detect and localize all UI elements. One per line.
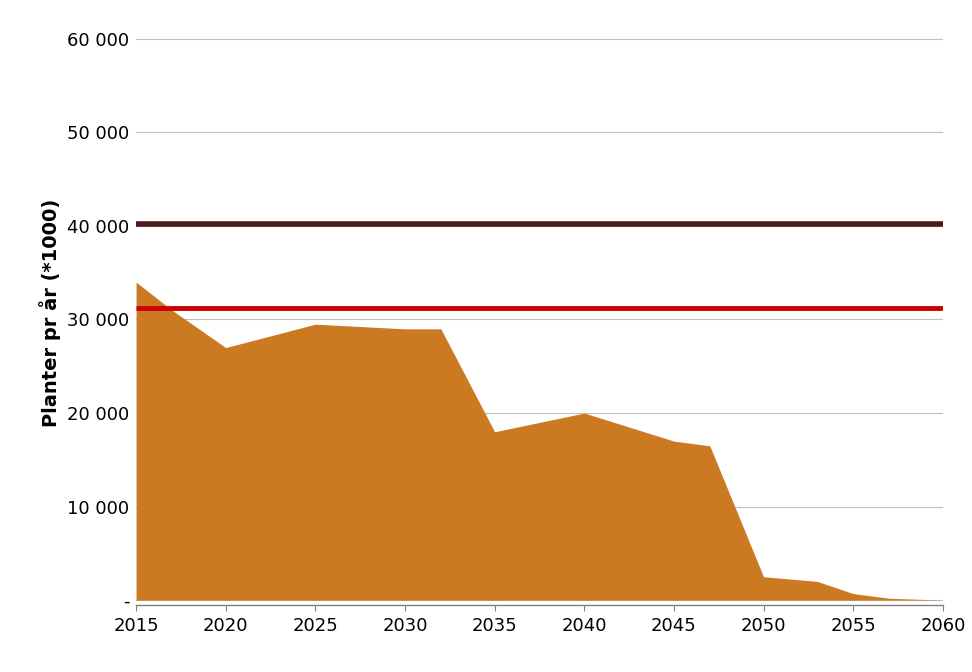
Y-axis label: Planter pr år (*1000): Planter pr år (*1000) <box>39 198 61 427</box>
